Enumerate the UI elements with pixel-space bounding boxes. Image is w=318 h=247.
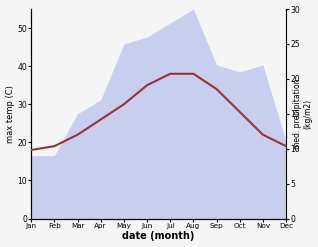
Y-axis label: med. precipitation
(kg/m2): med. precipitation (kg/m2) xyxy=(293,79,313,149)
X-axis label: date (month): date (month) xyxy=(122,231,195,242)
Y-axis label: max temp (C): max temp (C) xyxy=(5,85,15,143)
